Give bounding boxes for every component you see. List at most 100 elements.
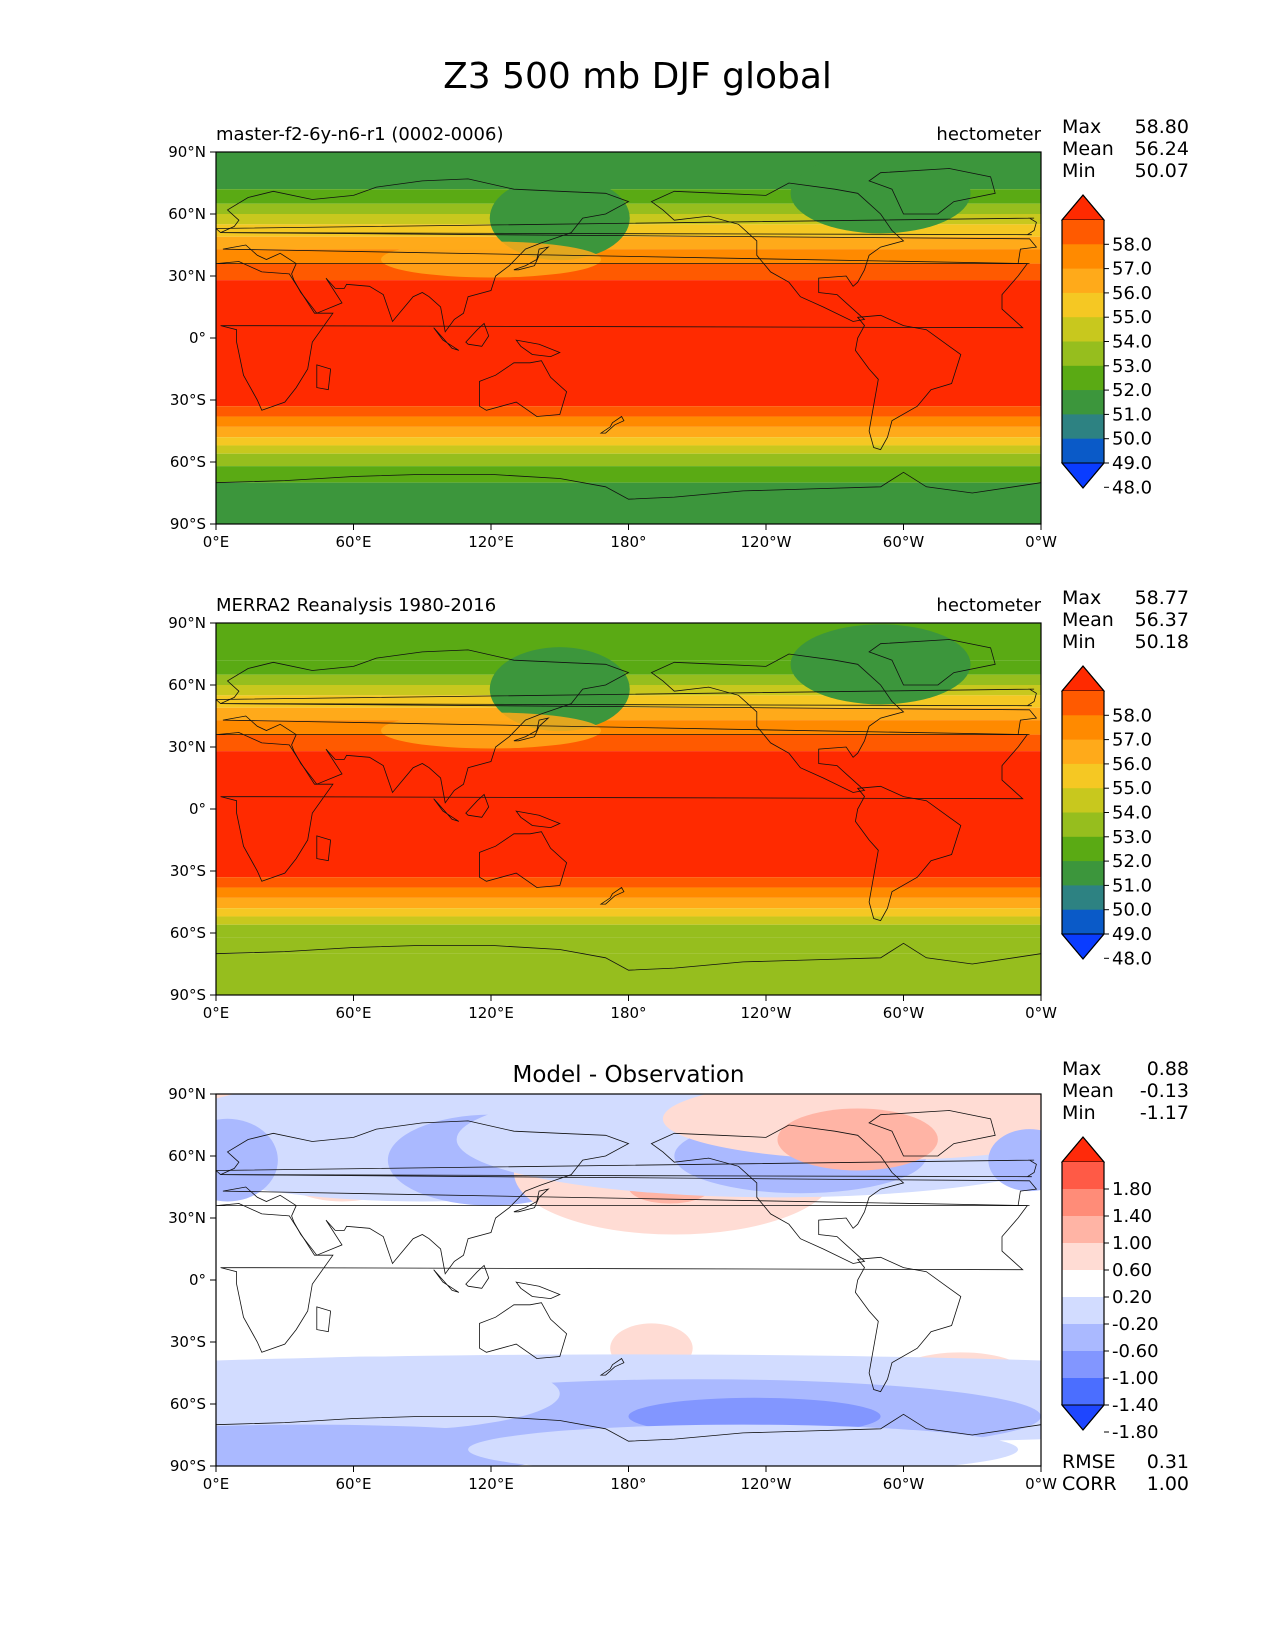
stat-label: Mean xyxy=(1062,138,1114,160)
coastline xyxy=(650,182,905,322)
y-tick-label: 90°N xyxy=(168,143,206,161)
stat-value: 58.77 xyxy=(1135,587,1189,609)
colorbar-segment xyxy=(1062,1162,1104,1190)
colorbar-tick-label: 49.0 xyxy=(1112,453,1152,474)
colorbar-segment xyxy=(1062,861,1104,886)
colorbar-tick-label: 51.0 xyxy=(1112,404,1152,425)
contour-band xyxy=(216,877,1041,888)
colorbar-segment xyxy=(1062,244,1104,270)
colorbar-tick-label: 54.0 xyxy=(1112,332,1152,353)
x-tick-label: 120°W xyxy=(741,1475,792,1493)
panel-units: hectometer xyxy=(936,124,1041,145)
x-tick-label: 60°W xyxy=(883,1475,925,1493)
colorbar-segment xyxy=(1062,414,1104,440)
contour-band xyxy=(216,707,1041,721)
jet-core xyxy=(381,241,601,278)
x-tick-label: 60°E xyxy=(335,533,371,551)
colorbar-tick-label: 48.0 xyxy=(1112,948,1152,969)
colorbar-segment xyxy=(1062,739,1104,765)
colorbar-segment xyxy=(1062,1324,1104,1352)
y-tick-label: 30°S xyxy=(170,1333,206,1351)
stat-label: Max xyxy=(1062,116,1101,138)
colorbar-tick-label: 48.0 xyxy=(1112,477,1152,498)
stat-value: 0.88 xyxy=(1147,1058,1189,1080)
coastline xyxy=(220,178,1038,333)
coastline xyxy=(868,168,996,215)
x-tick-label: 0°E xyxy=(203,533,230,551)
stat-label: CORR xyxy=(1062,1473,1117,1495)
colorbar-extend-min xyxy=(1060,1404,1106,1431)
contour-band xyxy=(216,937,1041,954)
coastline xyxy=(868,639,996,686)
colorbar-tick-label: -0.20 xyxy=(1112,1314,1159,1335)
stat-value: 50.18 xyxy=(1135,631,1189,653)
coastline xyxy=(216,1159,1037,1178)
map-field xyxy=(216,152,1041,524)
x-tick-label: 180° xyxy=(610,1004,646,1022)
y-tick-label: 60°S xyxy=(170,924,206,942)
x-tick-label: 120°W xyxy=(741,1004,792,1022)
x-tick-label: 120°E xyxy=(468,533,514,551)
colorbar-segment xyxy=(1062,1189,1104,1217)
difference-contour xyxy=(216,1118,278,1202)
contour-band xyxy=(216,953,1041,995)
colorbar-tick-label: 55.0 xyxy=(1112,307,1152,328)
contour-band xyxy=(216,437,1041,446)
y-tick-label: 0° xyxy=(189,329,206,347)
stat-label: Mean xyxy=(1062,1080,1114,1102)
y-tick-label: 30°N xyxy=(168,1209,206,1227)
coastline xyxy=(515,1281,561,1300)
trough-north-america xyxy=(790,624,971,705)
panel-units: hectometer xyxy=(936,595,1041,616)
coastline xyxy=(599,886,625,905)
coastline xyxy=(513,1188,550,1213)
y-tick-label: 60°S xyxy=(170,453,206,471)
colorbar-extend-min xyxy=(1060,933,1106,960)
colorbar-tick-label: 0.60 xyxy=(1112,1260,1152,1281)
map-field xyxy=(216,1094,1041,1466)
contour-band xyxy=(216,426,1041,438)
coastline xyxy=(220,1120,1038,1275)
panel-2: 0°E 60°E 120°E 180° 120°W 60°W 0°W 90°N 60°N 30°N… xyxy=(168,587,1189,1022)
colorbar-tick-label: 1.00 xyxy=(1112,1233,1152,1254)
contour-band xyxy=(216,897,1041,909)
colorbar-tick-label: 55.0 xyxy=(1112,778,1152,799)
x-tick-label: 0°W xyxy=(1025,1475,1057,1493)
stat-value: 58.80 xyxy=(1135,116,1189,138)
coastline xyxy=(854,785,962,922)
stat-value: 56.37 xyxy=(1135,609,1189,631)
y-tick-label: 90°S xyxy=(170,515,206,533)
colorbar-segment xyxy=(1062,788,1104,813)
colorbar-extend-max xyxy=(1060,194,1106,221)
coastline xyxy=(216,217,1037,236)
map-field xyxy=(216,623,1041,995)
difference-contour xyxy=(468,1424,1019,1466)
contour-band xyxy=(216,908,1041,917)
colorbar-segment xyxy=(1062,691,1104,716)
coastline xyxy=(216,471,1041,524)
coastline xyxy=(216,1413,1041,1466)
stat-value: 1.00 xyxy=(1147,1473,1189,1495)
coastline xyxy=(216,942,1041,995)
coastline xyxy=(433,327,460,351)
y-tick-label: 0° xyxy=(189,800,206,818)
colorbar-segment xyxy=(1062,341,1104,367)
stat-value: 50.07 xyxy=(1135,160,1189,182)
coastline xyxy=(316,835,332,862)
coastline xyxy=(854,314,962,451)
colorbar-tick-label: 56.0 xyxy=(1112,283,1152,304)
coastline xyxy=(650,1124,905,1264)
x-tick-label: 120°E xyxy=(468,1004,514,1022)
x-tick-label: 60°W xyxy=(883,533,925,551)
panel-1: 0°E 60°E 120°E 180° 120°W 60°W 0°W 90°N 60°N 30°N… xyxy=(168,116,1189,551)
x-tick-label: 120°E xyxy=(468,1475,514,1493)
x-tick-label: 0°E xyxy=(203,1475,230,1493)
colorbar-tick-label: 0.20 xyxy=(1112,1287,1152,1308)
trough-east-asia xyxy=(489,176,630,261)
y-tick-label: 0° xyxy=(189,1271,206,1289)
panel-title-left: MERRA2 Reanalysis 1980-2016 xyxy=(216,595,496,616)
colorbar-segment xyxy=(1062,715,1104,741)
colorbar-tick-label: 53.0 xyxy=(1112,827,1152,848)
coastline xyxy=(216,688,1037,707)
